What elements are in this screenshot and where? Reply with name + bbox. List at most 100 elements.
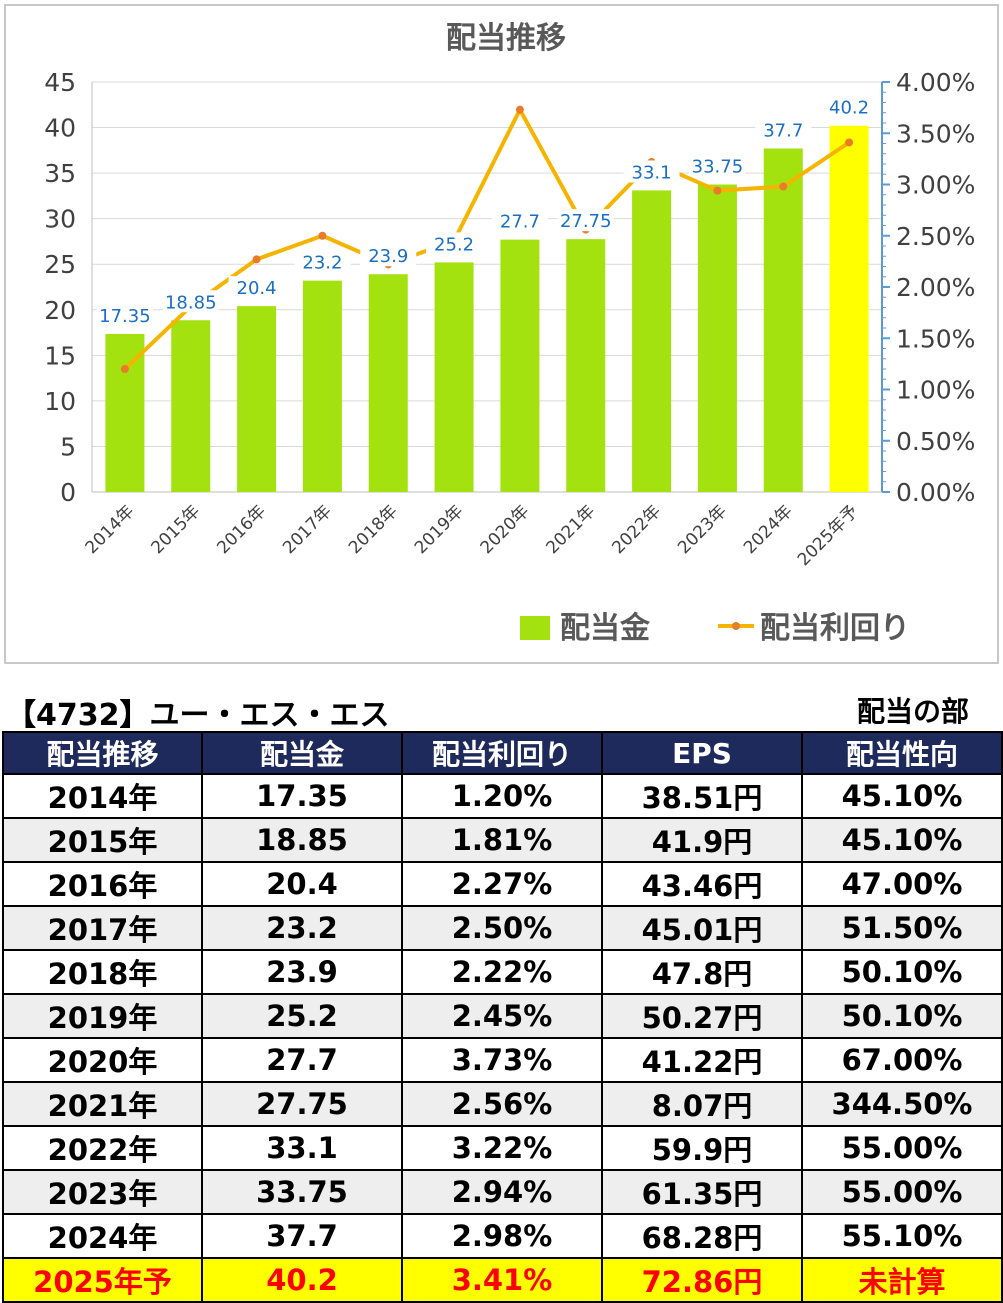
cell-payout: 55.00% — [801, 1125, 1003, 1171]
data-label-bg — [557, 209, 614, 232]
bar — [368, 274, 408, 492]
x-tick-label: 2016年 — [213, 501, 270, 558]
y-right-tick-label: 4.00% — [896, 68, 975, 97]
yield-point — [713, 186, 722, 195]
yield-point — [779, 182, 788, 191]
cell-year: 2018年 — [2, 949, 203, 995]
cell-eps: 43.46円 — [601, 861, 803, 907]
legend-line-label: 配当利回り — [760, 611, 910, 646]
bar-data-label: 23.9 — [368, 246, 408, 267]
y-left-tick-label: 20 — [44, 296, 76, 325]
cell-eps: 47.8円 — [601, 949, 803, 995]
cell-yield: 3.73% — [401, 1037, 603, 1083]
table-header: 配当推移 配当金 配当利回り EPS 配当性向 — [2, 731, 1003, 775]
table-row: 2023年 33.75 2.94% 61.35円 55.00% — [2, 1169, 1003, 1215]
table-row: 2022年 33.1 3.22% 59.9円 55.00% — [2, 1125, 1003, 1171]
legend-line-marker — [732, 622, 740, 630]
cell-eps: 45.01円 — [601, 905, 803, 951]
bar — [171, 320, 211, 492]
cell-payout: 55.10% — [801, 1213, 1003, 1259]
y-left-tick-label: 30 — [44, 205, 76, 234]
legend-bar-label: 配当金 — [560, 611, 651, 646]
column-header-eps: EPS — [601, 731, 803, 775]
cell-dividend: 33.75 — [201, 1169, 403, 1215]
cell-year: 2016年 — [2, 861, 203, 907]
cell-yield: 2.94% — [401, 1169, 603, 1215]
cell-eps: 41.9円 — [601, 817, 803, 863]
table-row: 2014年 17.35 1.20% 38.51円 45.10% — [2, 773, 1003, 819]
y-left-tick-label: 25 — [44, 250, 76, 279]
cell-eps: 38.51円 — [601, 773, 803, 819]
cell-payout: 50.10% — [801, 949, 1003, 995]
bar-data-label: 27.7 — [500, 212, 540, 233]
cell-payout: 50.10% — [801, 993, 1003, 1039]
cell-yield: 1.20% — [401, 773, 603, 819]
cell-dividend: 37.7 — [201, 1213, 403, 1259]
cell-payout: 45.10% — [801, 817, 1003, 863]
y-left-tick-label: 10 — [44, 387, 76, 416]
cell-dividend: 20.4 — [201, 861, 403, 907]
x-tick-label: 2022年 — [608, 501, 665, 558]
cell-dividend: 33.1 — [201, 1125, 403, 1171]
table-row: 2016年 20.4 2.27% 43.46円 47.00% — [2, 861, 1003, 907]
data-label-bg — [96, 303, 153, 326]
bar — [632, 190, 672, 492]
bar — [697, 184, 737, 492]
y-left-tick-label: 40 — [44, 114, 76, 143]
cell-dividend: 27.7 — [201, 1037, 403, 1083]
x-tick-label: 2025年予 — [794, 501, 863, 570]
cell-dividend: 18.85 — [201, 817, 403, 863]
table-header-row: 【4732】ユー・エス・エス 配当の部 — [0, 690, 1003, 733]
yield-line — [123, 107, 851, 371]
cell-yield: 3.41% — [401, 1257, 603, 1303]
y-left-tick-label: 15 — [44, 341, 76, 370]
bar — [829, 125, 869, 492]
cell-year: 2023年 — [2, 1169, 203, 1215]
cell-payout: 45.10% — [801, 773, 1003, 819]
yield-point — [845, 138, 854, 147]
bar-data-label: 37.7 — [763, 121, 803, 142]
cell-eps: 61.35円 — [601, 1169, 803, 1215]
cell-payout: 67.00% — [801, 1037, 1003, 1083]
x-tick-label: 2014年 — [82, 501, 139, 558]
data-label-bg — [228, 276, 285, 299]
legend-bar-swatch — [520, 616, 550, 640]
table-row-forecast: 2025年予 40.2 3.41% 72.86円 未計算 — [2, 1257, 1003, 1303]
data-label-bg — [821, 95, 878, 118]
cell-eps: 68.28円 — [601, 1213, 803, 1259]
bar — [763, 148, 803, 492]
cell-year: 2022年 — [2, 1125, 203, 1171]
column-header-payout: 配当性向 — [801, 731, 1003, 775]
cell-payout: 未計算 — [801, 1257, 1003, 1303]
table-row: 2020年 27.7 3.73% 41.22円 67.00% — [2, 1037, 1003, 1083]
table-row: 2018年 23.9 2.22% 47.8円 50.10% — [2, 949, 1003, 995]
y-right-tick-label: 3.00% — [896, 171, 975, 200]
bar-data-label: 18.85 — [165, 292, 217, 313]
x-tick-label: 2023年 — [674, 501, 731, 558]
x-tick-label: 2024年 — [740, 501, 797, 558]
cell-eps: 72.86円 — [601, 1257, 803, 1303]
cell-yield: 2.22% — [401, 949, 603, 995]
data-label-bg — [623, 160, 680, 183]
cell-dividend: 23.2 — [201, 905, 403, 951]
section-label: 配当の部 — [856, 695, 969, 728]
cell-dividend: 17.35 — [201, 773, 403, 819]
y-left-tick-label: 0 — [60, 478, 76, 507]
bar-data-label: 27.75 — [560, 211, 612, 232]
yield-point — [515, 105, 524, 114]
table-row: 2017年 23.2 2.50% 45.01円 51.50% — [2, 905, 1003, 951]
y-left-tick-label: 45 — [44, 68, 76, 97]
cell-yield: 2.50% — [401, 905, 603, 951]
cell-eps: 50.27円 — [601, 993, 803, 1039]
bar-data-label: 25.2 — [434, 234, 474, 255]
x-tick-label: 2021年 — [543, 501, 600, 558]
bar-data-label: 20.4 — [237, 278, 277, 299]
bar-data-label: 17.35 — [99, 306, 151, 327]
cell-yield: 1.81% — [401, 817, 603, 863]
table-row: 2024年 37.7 2.98% 68.28円 55.10% — [2, 1213, 1003, 1259]
cell-payout: 51.50% — [801, 905, 1003, 951]
cell-yield: 2.27% — [401, 861, 603, 907]
yield-point — [120, 365, 129, 373]
cell-dividend: 27.75 — [201, 1081, 403, 1127]
y-left-tick-label: 35 — [44, 159, 76, 188]
